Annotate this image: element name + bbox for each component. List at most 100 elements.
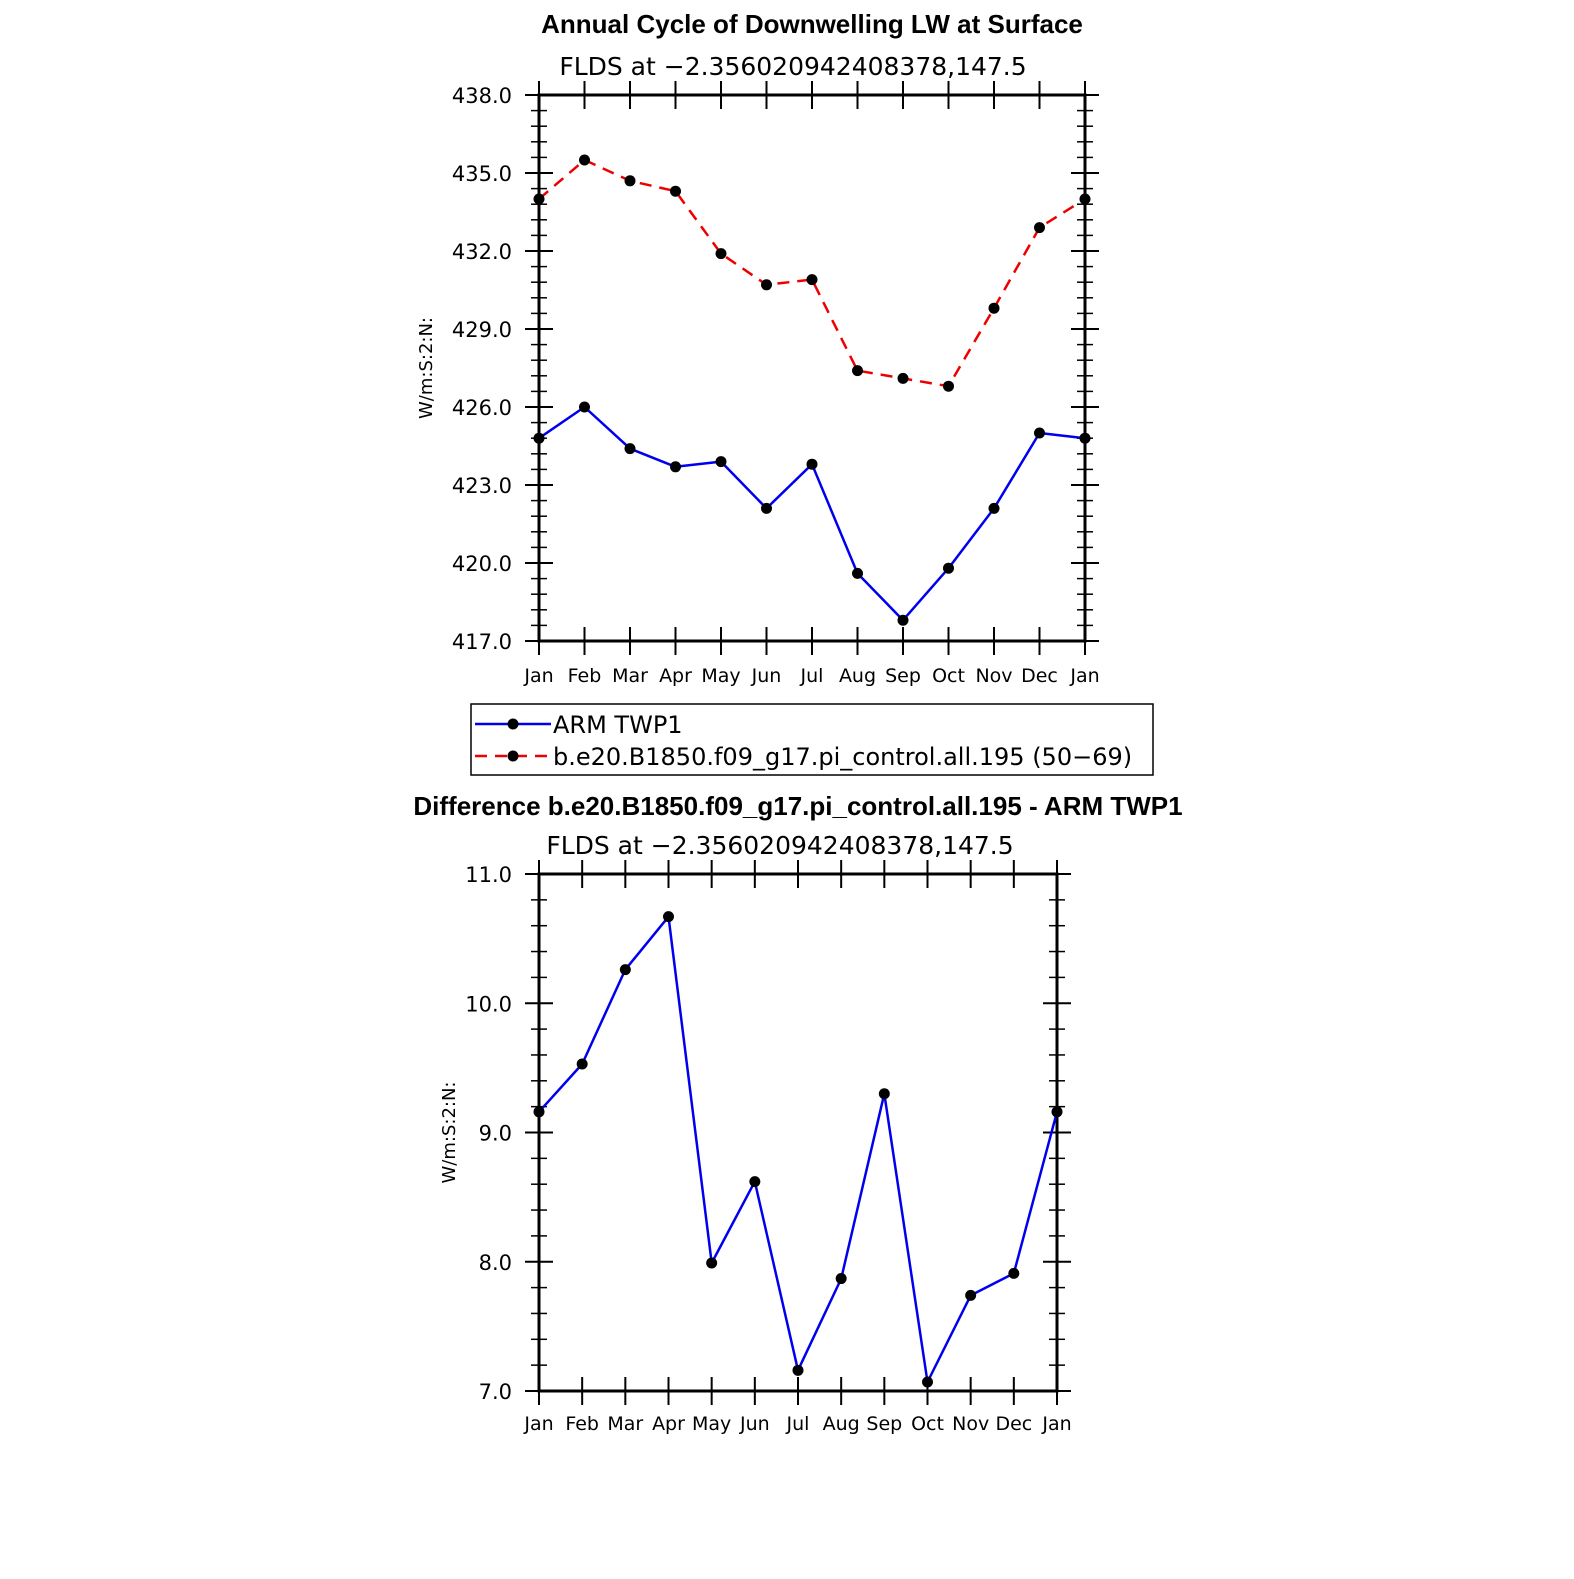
y-tick-label: 8.0: [479, 1251, 512, 1275]
y-axis-label: W/m:S:2:N:: [439, 1082, 460, 1184]
x-tick-label: Dec: [995, 1413, 1032, 1435]
data-point: [897, 614, 909, 626]
y-tick-label: 11.0: [465, 863, 512, 887]
legend-marker: [507, 750, 519, 762]
y-tick-label: 432.0: [452, 240, 512, 264]
legend-marker: [507, 718, 519, 730]
data-point: [670, 185, 681, 197]
y-tick-label: 420.0: [452, 552, 512, 576]
data-point: [792, 1364, 804, 1376]
x-tick-label: Apr: [659, 665, 692, 687]
data-point: [806, 274, 818, 286]
x-tick-label: Nov: [952, 1413, 989, 1435]
data-point: [706, 1257, 718, 1269]
data-point: [1051, 1106, 1063, 1118]
data-point: [852, 567, 863, 579]
chart-subtitle: FLDS at −2.356020942408378,147.5: [559, 52, 1026, 81]
series-line: [538, 405, 1086, 622]
data-point: [533, 193, 545, 205]
y-tick-label: 435.0: [452, 162, 512, 186]
x-tick-label: Feb: [568, 665, 602, 687]
legend-entry: ARM TWP1: [553, 711, 683, 739]
data-point: [761, 279, 772, 291]
data-point: [835, 1273, 847, 1285]
x-tick-label: Aug: [839, 665, 876, 687]
series-2: [533, 154, 1091, 392]
x-tick-label: Jun: [751, 665, 782, 687]
data-point: [533, 1106, 545, 1118]
data-point: [715, 456, 727, 468]
x-tick-label: Jan: [523, 665, 553, 687]
data-point: [943, 562, 954, 574]
x-tick-label: Sep: [885, 665, 921, 687]
x-tick-label: Mar: [607, 1413, 643, 1435]
series-line: [538, 158, 1086, 388]
y-tick-label: 429.0: [452, 318, 512, 342]
data-point: [943, 380, 954, 392]
x-tick-label: Oct: [932, 665, 965, 687]
x-tick-label: May: [701, 665, 740, 687]
data-point: [852, 365, 863, 377]
chart-1: Annual Cycle of Downwelling LW at Surfac…: [416, 9, 1154, 776]
y-tick-label: 7.0: [479, 1380, 512, 1404]
data-point: [806, 458, 818, 470]
y-tick-label: 438.0: [452, 84, 512, 108]
data-point: [670, 461, 681, 473]
x-tick-label: Jun: [739, 1413, 770, 1435]
data-point: [624, 443, 636, 455]
x-tick-label: Oct: [911, 1413, 944, 1435]
legend: ARM TWP1 b.e20.B1850.f09_g17.pi_control.a…: [470, 703, 1154, 776]
x-tick-label: Feb: [565, 1413, 599, 1435]
series-1: [533, 911, 1063, 1388]
data-point: [619, 964, 631, 976]
x-tick-label: Dec: [1021, 665, 1058, 687]
data-point: [965, 1289, 977, 1301]
x-tick-label: Jan: [1069, 665, 1099, 687]
y-tick-label: 10.0: [465, 992, 512, 1016]
plot-frame: [537, 872, 1059, 1393]
x-tick-label: Sep: [866, 1413, 902, 1435]
x-tick-label: Jan: [523, 1413, 553, 1435]
series-line: [538, 915, 1059, 1384]
chart-title: Difference b.e20.B1850.f09_g17.pi_contro…: [413, 791, 1182, 821]
data-point: [715, 248, 727, 260]
legend-entry: b.e20.B1850.f09_g17.pi_control.all.195 (…: [553, 743, 1132, 771]
data-point: [761, 502, 772, 514]
chart-subtitle: FLDS at −2.356020942408378,147.5: [546, 831, 1013, 860]
y-tick-label: 423.0: [452, 474, 512, 498]
data-point: [878, 1088, 890, 1100]
data-point: [1079, 193, 1091, 205]
data-point: [576, 1058, 588, 1070]
data-point: [579, 401, 590, 413]
data-point: [624, 175, 636, 187]
x-tick-label: May: [692, 1413, 731, 1435]
data-point: [1034, 427, 1045, 439]
data-point: [533, 432, 545, 444]
data-point: [988, 302, 1000, 314]
data-point: [579, 154, 590, 166]
data-point: [1008, 1267, 1020, 1279]
data-point: [749, 1176, 761, 1188]
x-tick-label: Jul: [800, 665, 824, 687]
x-tick-label: Aug: [823, 1413, 860, 1435]
data-point: [663, 911, 674, 923]
y-tick-label: 9.0: [479, 1122, 512, 1146]
data-point: [988, 502, 1000, 514]
y-tick-label: 426.0: [452, 396, 512, 420]
x-tick-label: Apr: [652, 1413, 685, 1435]
chart-2: Difference b.e20.B1850.f09_g17.pi_contro…: [413, 791, 1182, 1435]
x-tick-label: Jan: [1041, 1413, 1071, 1435]
x-tick-label: Jul: [786, 1413, 810, 1435]
x-tick-label: Nov: [975, 665, 1012, 687]
data-point: [1034, 222, 1045, 234]
data-point: [897, 372, 909, 384]
chart-title: Annual Cycle of Downwelling LW at Surfac…: [541, 9, 1083, 39]
series-1: [533, 401, 1091, 626]
data-point: [922, 1376, 933, 1388]
y-tick-label: 417.0: [452, 630, 512, 654]
legend-box: [470, 703, 1154, 776]
x-tick-label: Mar: [612, 665, 648, 687]
data-point: [1079, 432, 1091, 444]
